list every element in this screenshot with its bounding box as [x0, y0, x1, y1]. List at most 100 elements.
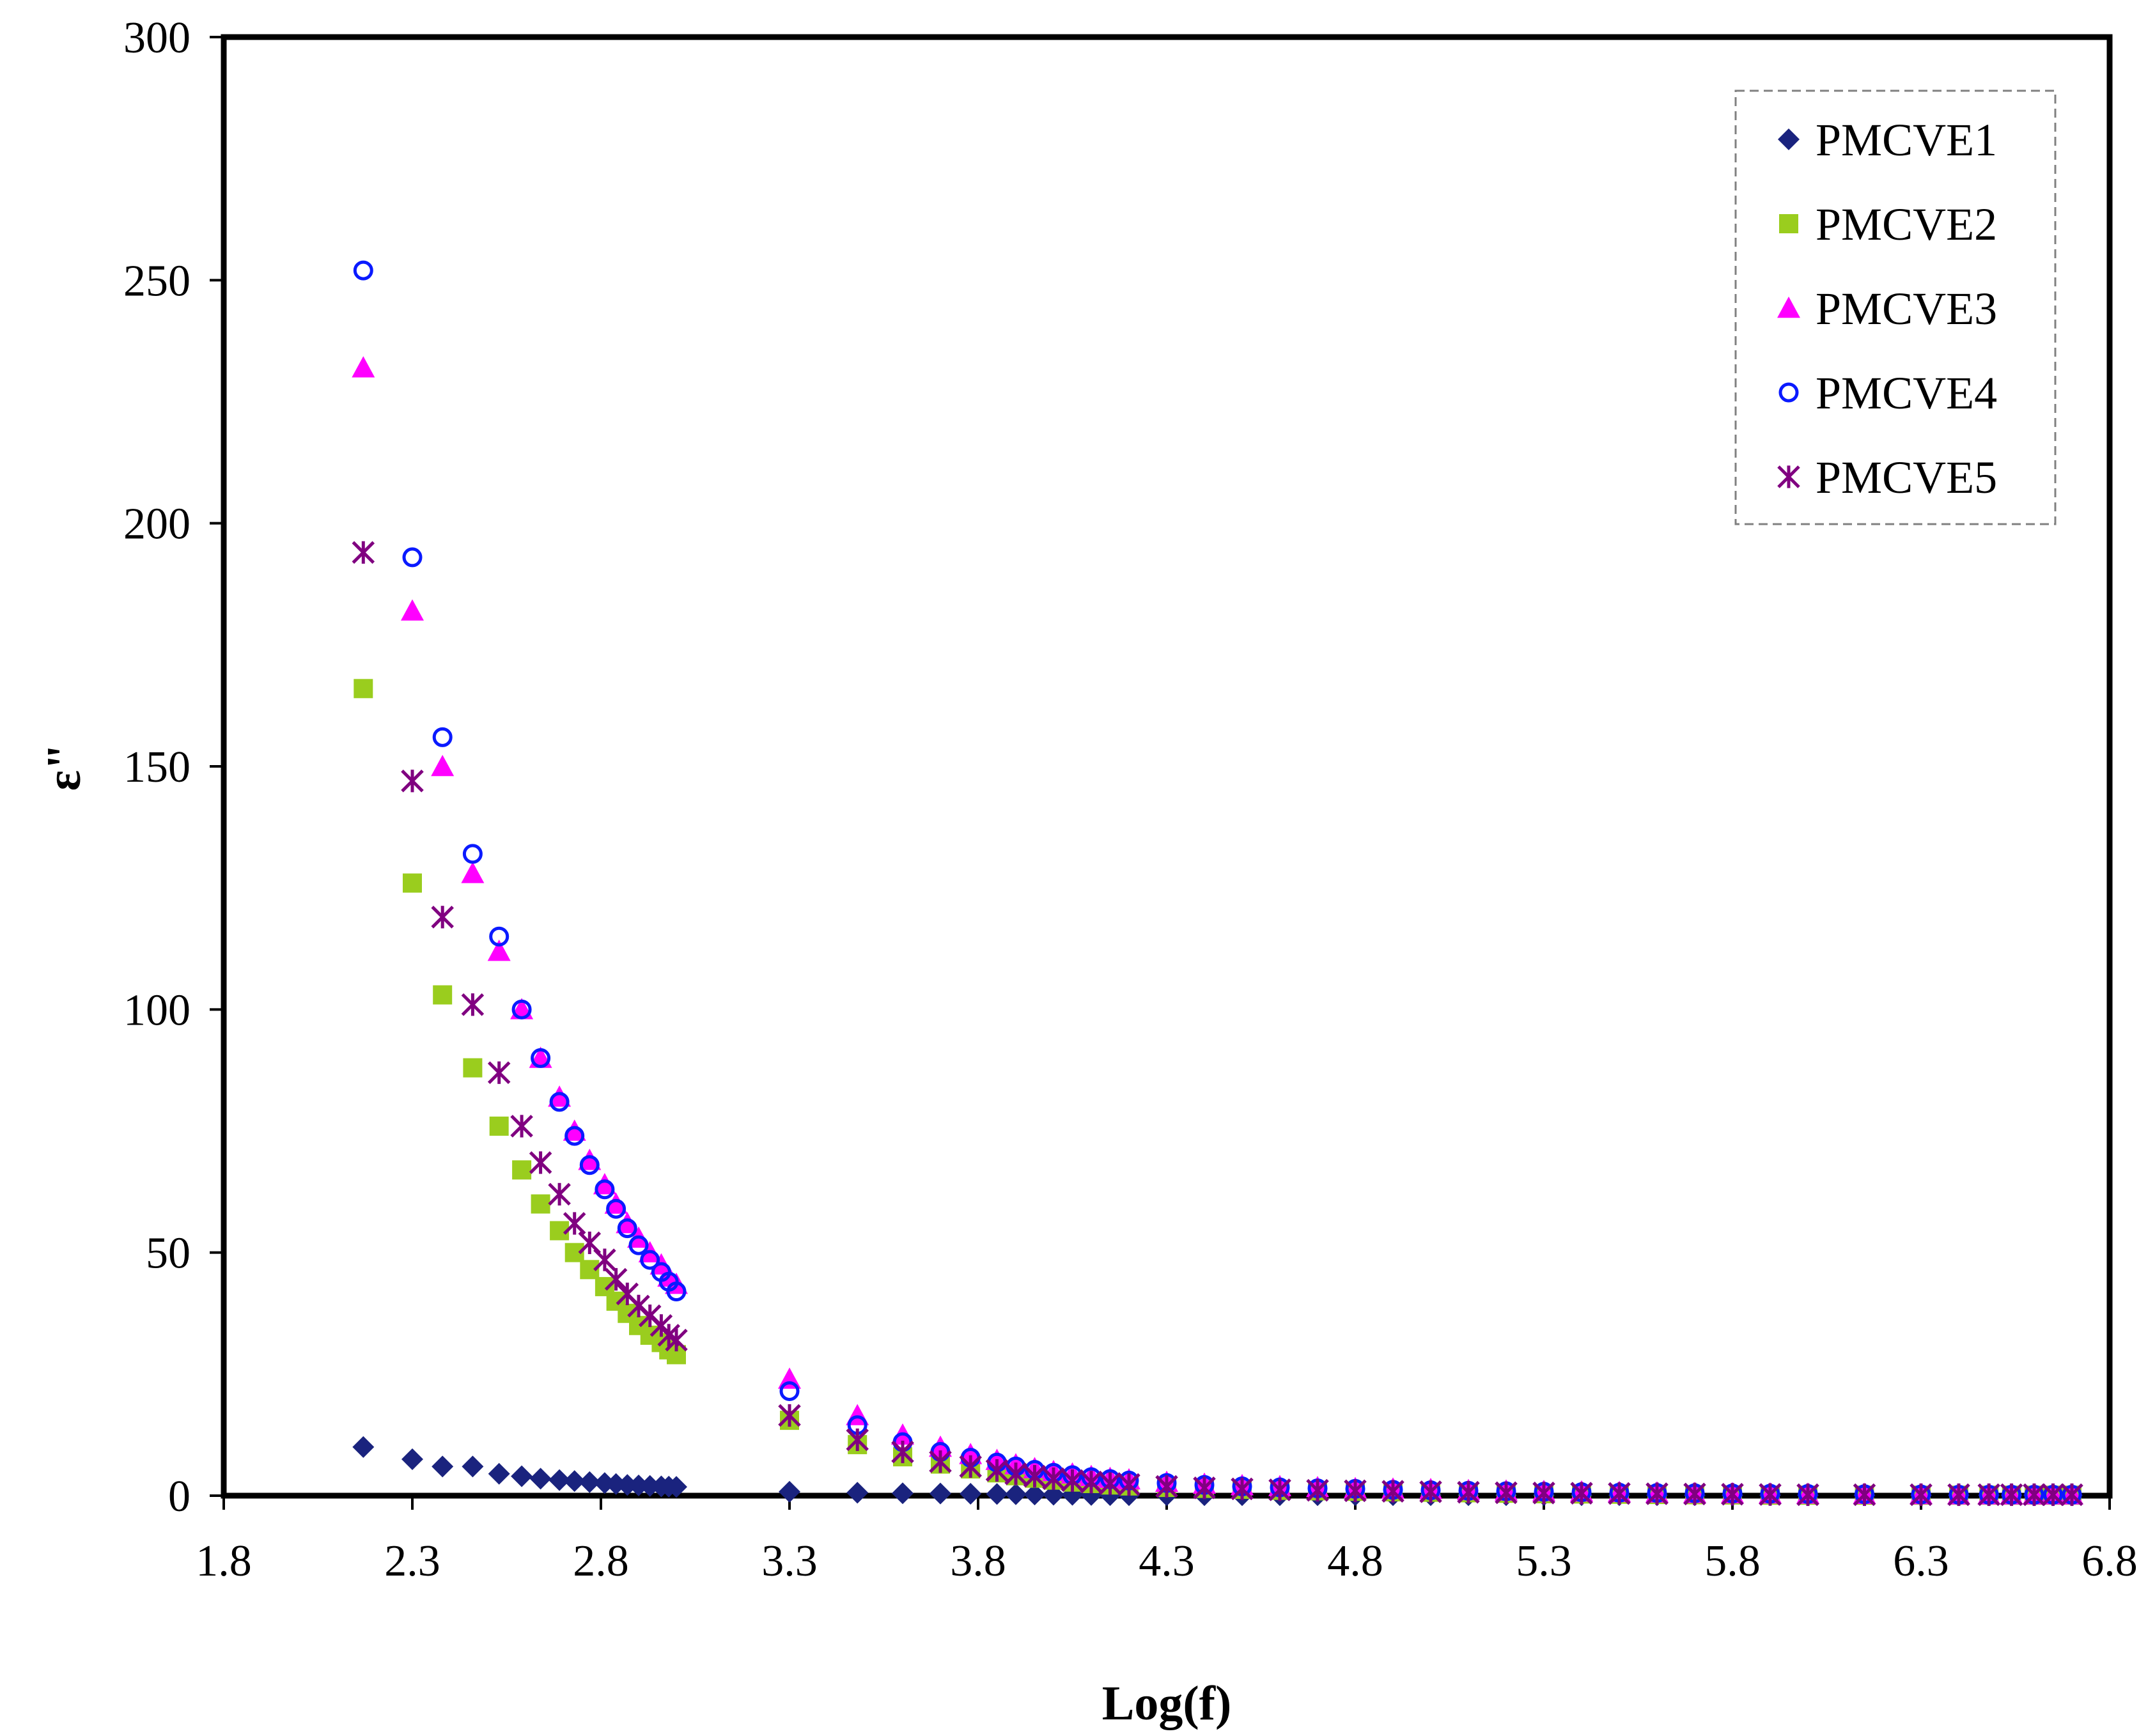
legend-marker — [1779, 214, 1798, 233]
data-point — [929, 1435, 952, 1457]
y-tick-label: 100 — [123, 986, 191, 1035]
x-tick-label: 3.8 — [950, 1537, 1006, 1586]
data-point — [579, 1155, 600, 1175]
data-point — [1910, 1483, 1933, 1507]
data-point — [403, 873, 422, 893]
legend-entry: PMCVE2 — [1779, 199, 1997, 250]
y-tick-label: 300 — [123, 13, 191, 63]
legend-marker — [1777, 465, 1800, 488]
data-point — [2000, 1483, 2023, 1507]
y-ticks: 0 50 100 150 200 250 300 — [123, 13, 224, 1521]
data-point — [640, 1250, 660, 1270]
data-point — [1608, 1482, 1631, 1505]
data-point — [548, 1085, 572, 1107]
data-point — [778, 1404, 801, 1427]
data-point — [1419, 1480, 1442, 1503]
legend-marker — [1778, 128, 1800, 150]
data-point — [1570, 1482, 1593, 1505]
data-point — [531, 1048, 551, 1068]
data-point — [665, 1476, 687, 1498]
legend-entry: PMCVE1 — [1778, 114, 1997, 166]
data-point — [511, 999, 532, 1019]
data-point — [352, 1436, 375, 1458]
data-point — [487, 940, 511, 961]
data-point — [549, 1092, 570, 1112]
data-point — [462, 1455, 484, 1478]
data-point — [1080, 1470, 1103, 1494]
data-point — [2060, 1483, 2083, 1507]
data-point — [1947, 1483, 1970, 1507]
data-point — [1853, 1483, 1876, 1507]
data-point — [548, 1182, 571, 1206]
data-point — [593, 1248, 616, 1271]
x-tick-label: 3.3 — [761, 1537, 818, 1586]
data-point — [529, 1468, 552, 1490]
data-point — [606, 1198, 626, 1219]
data-point — [1023, 1484, 1046, 1506]
y-axis-title: ε" — [37, 743, 91, 791]
data-point — [1683, 1482, 1706, 1506]
data-point — [846, 1428, 869, 1452]
data-point — [489, 1116, 509, 1136]
x-tick-label: 1.8 — [196, 1537, 252, 1586]
data-point — [529, 1151, 552, 1174]
data-points — [352, 260, 2083, 1507]
data-point — [595, 1179, 615, 1200]
data-point — [1117, 1473, 1140, 1496]
data-point — [352, 356, 375, 378]
legend-entry: PMCVE3 — [1777, 283, 1997, 334]
data-point — [1023, 1464, 1046, 1488]
data-point — [959, 1455, 982, 1478]
legend-label: PMCVE1 — [1816, 114, 1997, 166]
data-point — [1268, 1478, 1291, 1501]
data-point — [1721, 1482, 1744, 1506]
data-point — [563, 1470, 586, 1492]
legend: PMCVE1 PMCVE2 PMCVE3 PMCVE4 PMCVE5 — [1734, 89, 2057, 525]
data-point — [401, 770, 424, 793]
data-point — [463, 1058, 483, 1078]
x-tick-label: 4.3 — [1139, 1537, 1195, 1586]
data-point — [2023, 1483, 2046, 1507]
data-point — [929, 1450, 952, 1473]
data-point — [431, 906, 454, 929]
y-tick-label: 150 — [123, 743, 191, 792]
legend-label: PMCVE2 — [1816, 199, 1997, 250]
data-point — [1042, 1467, 1065, 1491]
legend-label: PMCVE5 — [1816, 452, 1997, 503]
x-tick-label: 6.8 — [2081, 1537, 2138, 1586]
data-point — [488, 1462, 510, 1485]
x-tick-label: 4.8 — [1327, 1537, 1383, 1586]
data-point — [1645, 1482, 1669, 1505]
x-tick-label: 5.8 — [1704, 1537, 1761, 1586]
data-point — [892, 1482, 914, 1505]
data-point — [604, 1267, 628, 1291]
data-point — [1061, 1469, 1084, 1492]
data-point — [461, 993, 485, 1016]
data-point — [665, 1328, 688, 1352]
data-point — [462, 844, 483, 864]
legend-marker — [1778, 382, 1799, 403]
data-point — [512, 1160, 532, 1180]
data-point — [487, 1061, 511, 1084]
data-point — [432, 727, 453, 747]
data-point — [1381, 1480, 1404, 1503]
data-point — [1457, 1480, 1480, 1504]
data-point — [986, 1483, 1008, 1505]
legend-marker — [1777, 297, 1800, 318]
data-point — [1155, 1475, 1178, 1498]
data-point — [564, 1126, 585, 1146]
data-point — [1495, 1481, 1518, 1505]
data-point — [628, 1235, 649, 1255]
data-point — [779, 1480, 800, 1503]
data-point — [1796, 1483, 1819, 1507]
data-point — [563, 1119, 586, 1141]
data-point — [354, 679, 373, 699]
data-point — [402, 547, 423, 568]
data-point — [431, 755, 455, 777]
y-tick-label: 200 — [123, 500, 191, 549]
x-tick-label: 2.8 — [573, 1537, 629, 1586]
data-point — [548, 1469, 571, 1491]
data-point — [1193, 1476, 1216, 1500]
x-tick-label: 2.3 — [384, 1537, 440, 1586]
